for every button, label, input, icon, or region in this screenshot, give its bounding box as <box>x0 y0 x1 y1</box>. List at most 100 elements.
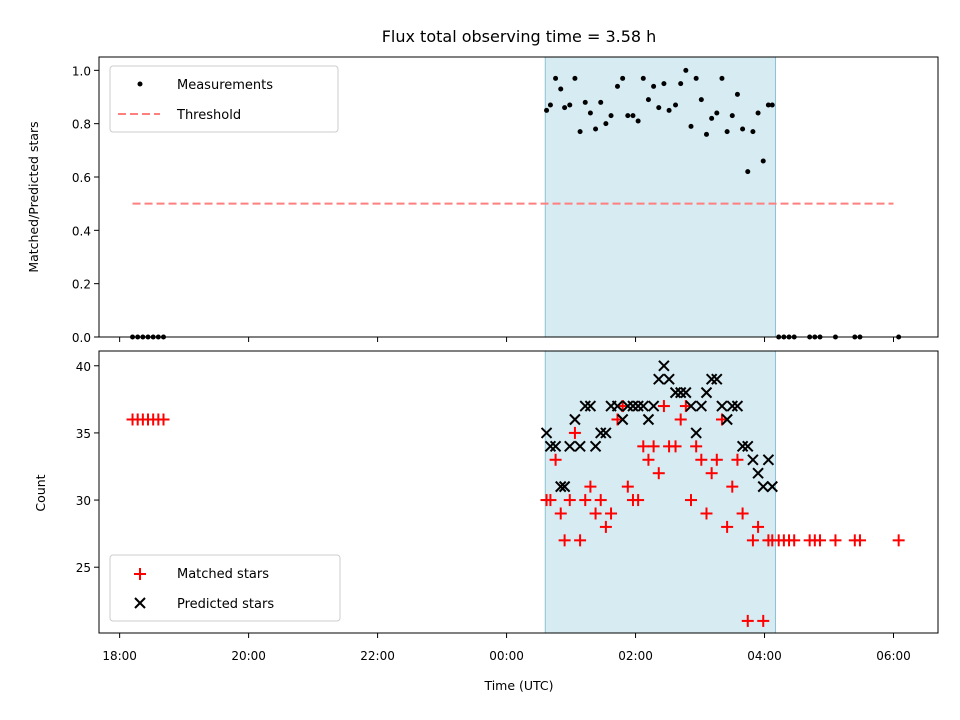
predicted-star-point <box>700 386 713 399</box>
matched-star-point <box>813 534 826 547</box>
measurement-point <box>750 129 756 135</box>
bottom-panel: 25 30 35 40 18:00 20:00 22:00 00:00 02:00 04:00 0… <box>33 350 939 693</box>
legend-predicted-label: Predicted stars <box>177 597 274 612</box>
matched-star-point <box>731 453 744 466</box>
matched-star-point <box>746 534 759 547</box>
bottom-x-tick-label: 18:00 <box>102 649 137 663</box>
predicted-star-point <box>731 400 744 412</box>
predicted-star-point <box>549 440 562 453</box>
legend-matched-marker <box>134 568 146 580</box>
predicted-star-point <box>589 440 602 453</box>
measurement-point <box>666 107 672 113</box>
measurement-point <box>683 67 689 73</box>
predicted-star-point <box>752 467 764 479</box>
matched-star-point <box>579 494 592 507</box>
measurement-point <box>661 81 667 87</box>
matched-star-point <box>853 534 866 547</box>
measurement-point <box>587 110 593 116</box>
top-y-tick-label: 1.0 <box>72 64 91 78</box>
predicted-star-point <box>540 427 553 439</box>
predicted-star-point <box>544 440 557 453</box>
measurement-point <box>577 129 583 135</box>
top-y-ticks: 0.0 0.2 0.4 0.6 0.8 1.0 <box>72 64 99 345</box>
matched-star-point <box>642 453 655 466</box>
predicted-star-point <box>622 400 634 412</box>
legend-threshold-label: Threshold <box>176 108 241 123</box>
matched-star-point <box>705 467 718 480</box>
matched-star-point <box>157 413 170 426</box>
predicted-star-point <box>736 440 749 453</box>
bottom-y-tick-label: 25 <box>76 561 91 575</box>
matched-star-point <box>674 413 687 426</box>
legend-matched-label: Matched stars <box>177 567 269 582</box>
predicted-star-point <box>642 413 655 426</box>
matched-star-point <box>657 400 670 413</box>
predicted-star-point <box>680 386 692 399</box>
matched-star-point <box>637 440 650 453</box>
matched-star-point <box>726 480 739 493</box>
bottom-y-axis-label: Count <box>33 474 48 511</box>
measurement-point <box>765 102 771 108</box>
legend-predicted-marker <box>134 597 146 609</box>
predicted-star-point <box>600 427 612 439</box>
measurement-point <box>719 75 725 81</box>
measurement-point <box>651 83 657 89</box>
measurement-point <box>688 123 694 129</box>
predicted-star-point <box>762 454 775 466</box>
top-observing-span <box>544 56 776 338</box>
matched-star-point <box>549 453 562 466</box>
measurement-point <box>553 75 559 81</box>
top-legend-box <box>109 65 339 133</box>
matched-star-point <box>568 426 581 439</box>
matched-star-point <box>589 507 602 520</box>
predicted-star-point <box>569 413 581 426</box>
predicted-star-point <box>632 400 644 412</box>
measurement-point <box>673 102 679 108</box>
predicted-star-point <box>695 400 708 412</box>
predicted-star-point <box>705 373 718 385</box>
matched-star-point <box>621 480 634 493</box>
matched-star-point <box>685 494 698 507</box>
measurement-point <box>593 126 599 132</box>
measurement-point <box>582 99 588 105</box>
predicted-stars-series <box>540 360 778 493</box>
measurement-point <box>603 121 609 127</box>
predicted-star-point <box>747 454 759 466</box>
bottom-axes-frame <box>98 350 939 634</box>
measurement-point <box>703 131 709 137</box>
matched-star-point <box>605 507 618 520</box>
predicted-star-point <box>690 427 702 439</box>
predicted-star-point <box>742 440 754 453</box>
measurement-point <box>656 105 662 111</box>
predicted-star-point <box>726 400 738 412</box>
measurement-point <box>630 113 636 119</box>
bottom-x-tick-label: 00:00 <box>489 649 524 663</box>
predicted-star-point <box>663 373 675 385</box>
measurement-point <box>714 110 720 116</box>
matched-star-point <box>757 614 770 627</box>
matched-stars-series <box>126 400 905 627</box>
measurement-point <box>614 83 620 89</box>
matched-star-point <box>669 440 682 453</box>
measurement-point <box>572 75 578 81</box>
top-y-tick-label: 0.8 <box>72 118 91 132</box>
predicted-star-point <box>711 373 723 385</box>
matched-star-point <box>829 534 842 547</box>
predicted-star-point <box>616 413 629 426</box>
predicted-star-point <box>579 400 591 412</box>
matched-star-point <box>752 520 765 533</box>
matched-star-point <box>695 453 708 466</box>
predicted-star-point <box>658 360 670 372</box>
bottom-x-ticks: 18:00 20:00 22:00 00:00 02:00 04:00 06:00 <box>102 633 911 663</box>
measurement-point <box>640 75 646 81</box>
predicted-star-point <box>685 400 697 412</box>
predicted-star-point <box>574 440 586 453</box>
top-legend: Measurements Threshold <box>109 65 339 133</box>
bottom-x-tick-label: 20:00 <box>231 649 266 663</box>
measurement-point <box>709 115 715 121</box>
predicted-star-point <box>627 400 639 412</box>
bottom-x-tick-label: 22:00 <box>360 649 395 663</box>
measurement-point <box>693 75 699 81</box>
top-y-tick-label: 0.4 <box>72 224 91 238</box>
matched-star-point <box>563 494 576 507</box>
